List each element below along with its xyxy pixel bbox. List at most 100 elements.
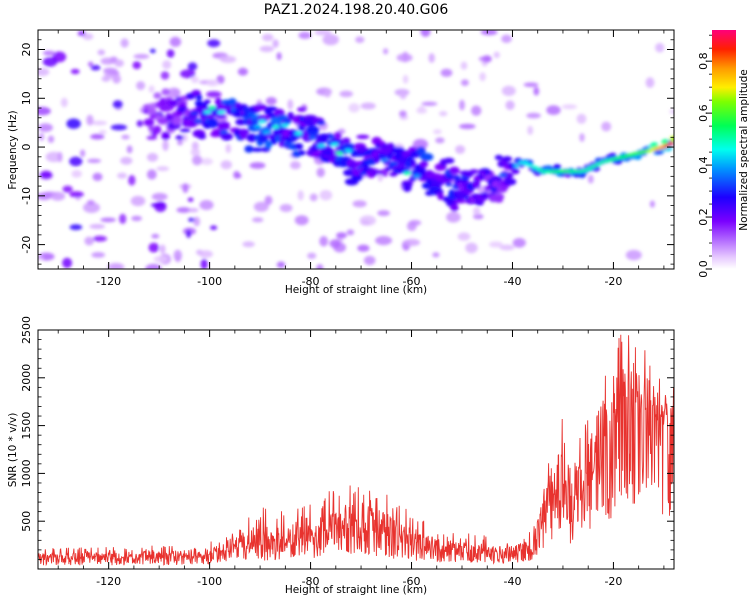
spectrogram-cell [153,255,168,263]
spectrogram-cell [297,150,306,156]
x-tick-label: -60 [403,275,421,288]
spectrogram-cell [389,161,398,166]
spectrogram-cell [625,249,642,261]
spectrogram-cell [322,34,339,46]
spectrogram-cell [90,65,101,71]
spectrogram-cell [309,193,318,202]
x-tick-label: -40 [503,275,521,288]
spectrogram-cell [375,235,393,246]
spectrogram-cell [172,88,181,98]
spectrogram-cell [208,106,217,110]
spectrogram-cell [225,143,232,154]
spectrogram-cell [69,224,83,231]
spectrogram-cell [114,59,124,67]
spectrogram-cell [494,154,503,161]
spectrogram-cell [399,91,407,100]
spectrogram-cell [195,94,203,101]
spectrogram-cell [645,149,652,153]
spectrogram-cell [631,152,638,156]
spectrogram-cell [57,151,63,163]
spectrogram-cell [62,185,73,193]
spectrogram-cell [622,154,629,159]
spectrogram-cell [70,68,80,75]
x-tick-label: -20 [604,575,622,588]
spectrogram-cell [669,109,674,115]
spectrogram-cell [120,38,129,48]
spectrogram-cell [308,136,317,140]
spectrogram-cell [253,124,262,129]
spectrogram-cell [558,169,565,174]
spectrogram-cell [329,239,341,248]
spectrogram-cell [294,143,304,150]
snr-ticks [38,329,674,569]
spectrogram-cell [501,85,516,96]
spectrogram-cell [246,133,258,143]
spectrogram-cell [668,141,674,146]
spectrogram-cell [38,68,50,76]
spectrogram-cell [540,169,547,174]
spectrogram-cell [227,98,237,107]
y-tick-label: 0 [20,144,33,151]
spectrogram-cell [69,191,84,198]
spectrogram-cell [177,139,183,146]
snr-y-tick-labels: 500 1000 1500 2000 2500 [20,316,33,532]
spectrogram-cell [175,135,184,140]
spectrogram-cell [523,82,539,88]
spectrogram-cell [383,48,389,55]
spectrogram-cell [297,190,304,201]
spectrogram-cell [187,197,194,202]
snr-background [38,330,674,569]
spectrogram-cell [161,131,171,141]
spectrogram-cell [287,111,294,121]
spectrogram-cell [402,74,409,84]
spectrogram-cell [38,132,45,141]
spectrogram-cell [459,99,465,111]
spectrogram-cell [433,129,442,135]
x-tick-label: -100 [197,275,222,288]
spectrogram-cell [613,156,620,161]
spectrogram-cell [512,238,526,248]
spectrogram-cell [239,130,247,140]
spectrogram-cell [348,103,360,113]
spectrogram-cell [193,216,201,227]
spectrogram-cell [369,168,379,177]
spectrogram-cell [97,49,106,56]
spectrogram-cell [47,135,55,143]
spectrogram-cell [249,162,266,169]
spectrogram-cell [406,221,417,232]
spectrogram-cell [321,148,332,152]
colorbar-gradient [712,30,736,269]
spectrogram-cell [586,166,593,171]
spectrogram-cell [132,61,142,70]
snr-x-tick-labels: -120 -100 -80 -60 -40 -20 [96,575,622,588]
spectrogram-cell [264,140,272,149]
spectrogram-cell [38,255,44,260]
spectrogram-cell [262,130,271,135]
spectrogram-cell [303,114,317,120]
spectrogram-cell [471,105,482,116]
spectrogram-cell [188,217,195,222]
spectrogram-cell [191,76,199,84]
spectrogram-cell [360,102,376,110]
spectrogram-cell [235,118,247,126]
spectrogram-cell [253,103,267,111]
spectrogram-cell [357,244,370,252]
spectrogram-cell [145,263,162,269]
spectrogram-cell [100,57,116,65]
spectrogram-cell [435,137,445,144]
spectrogram-cell [604,158,611,163]
spectrogram-cell [645,77,655,88]
spectrogram-cell [220,160,232,170]
spectrogram-cell [287,99,294,110]
spectrogram-cell [501,34,512,43]
spectrogram-cell [166,49,175,58]
spectrogram-cell [473,207,481,216]
spectrogram-ticks [38,29,674,269]
spectrogram-cell [160,71,170,80]
spectrogram-cell [42,57,58,67]
spectrogram-cell [69,156,83,167]
spectrogram-cell [162,60,172,70]
spectrogram-cell [188,208,199,213]
spectrogram-cell [42,50,56,56]
